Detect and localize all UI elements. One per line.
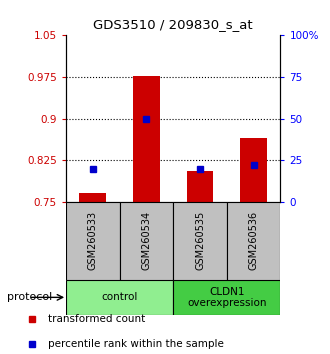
- Text: GSM260533: GSM260533: [88, 211, 98, 270]
- Text: GSM260536: GSM260536: [249, 211, 259, 270]
- Title: GDS3510 / 209830_s_at: GDS3510 / 209830_s_at: [93, 18, 253, 32]
- Text: control: control: [101, 292, 138, 302]
- Bar: [66, 280, 173, 315]
- Bar: [133, 76, 160, 202]
- Bar: [240, 138, 267, 202]
- Bar: [173, 280, 280, 315]
- Text: GSM260534: GSM260534: [142, 211, 151, 270]
- Bar: [80, 194, 106, 202]
- Text: percentile rank within the sample: percentile rank within the sample: [48, 339, 224, 349]
- Bar: [173, 202, 227, 280]
- Bar: [119, 202, 173, 280]
- Text: CLDN1
overexpression: CLDN1 overexpression: [187, 286, 267, 308]
- Text: protocol: protocol: [7, 292, 52, 302]
- Bar: [227, 202, 280, 280]
- Text: GSM260535: GSM260535: [195, 211, 205, 270]
- Bar: [66, 202, 119, 280]
- Bar: [187, 171, 214, 202]
- Text: transformed count: transformed count: [48, 314, 145, 324]
